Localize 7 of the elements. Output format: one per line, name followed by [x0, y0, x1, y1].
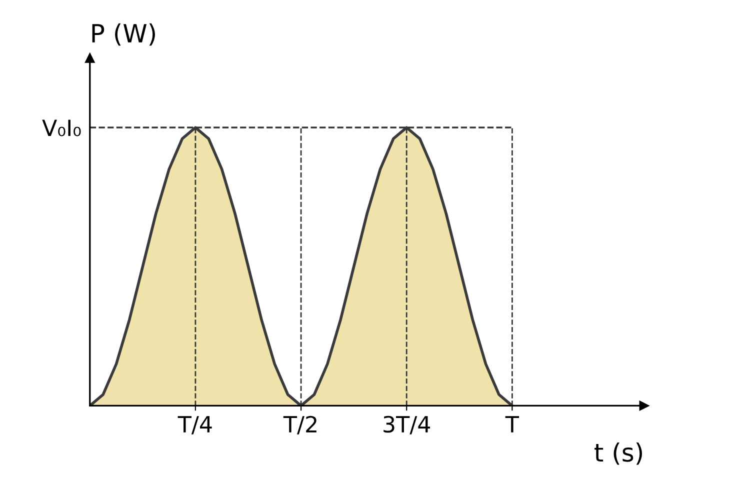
- x-axis-title: t (s): [594, 442, 642, 465]
- x-tick-label: T: [505, 416, 520, 432]
- x-tick-label: T/4: [178, 416, 212, 434]
- x-tick-label: T/2: [283, 416, 316, 434]
- ref-line-label: V₀I₀: [42, 120, 81, 136]
- y-axis-title: P (W): [92, 23, 155, 46]
- x-tick-label: 3T/4: [384, 416, 430, 434]
